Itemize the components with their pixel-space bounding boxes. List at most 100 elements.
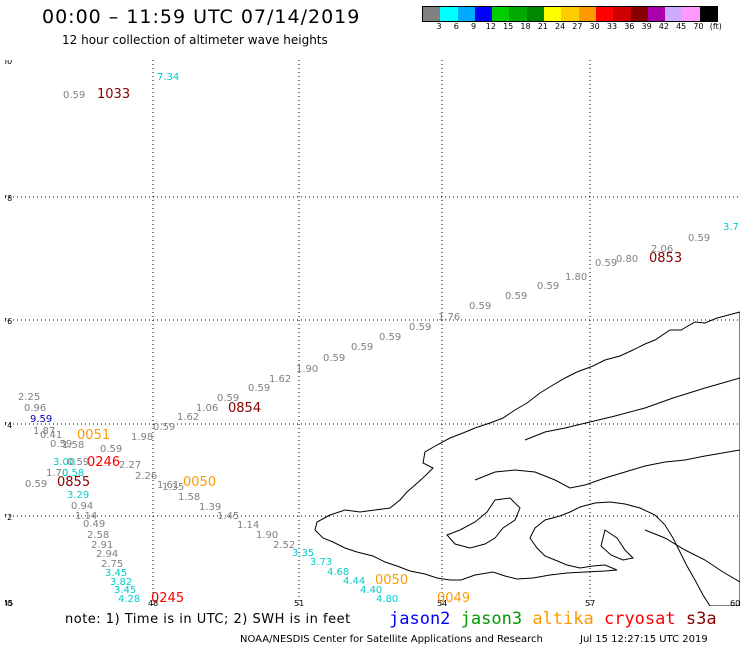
wave-height-value: 0.59 — [379, 332, 401, 343]
wave-height-value: 3.29 — [67, 490, 89, 501]
pass-time-label: 0853 — [649, 251, 682, 266]
wave-height-value: 2.06 — [651, 244, 673, 255]
color-scale-tick-label: 42 — [658, 22, 669, 31]
pass-time-label: 0051 — [77, 428, 110, 443]
wave-height-value: 1.35 — [162, 482, 184, 493]
wave-height-value: 1.39 — [199, 502, 221, 513]
wave-height-value: 0.59 — [505, 291, 527, 302]
fjord-outline-1 — [524, 377, 740, 441]
wave-height-value: 1.90 — [256, 530, 278, 541]
color-swatch — [509, 7, 527, 21]
latitude-label: 74 — [5, 421, 12, 430]
wave-height-value: 0.59 — [688, 233, 710, 244]
greenland-coastline — [314, 311, 740, 607]
fjord-outline-5 — [600, 529, 635, 561]
latitude-label: 70 — [5, 599, 12, 606]
satellite-legend-item: altika — [532, 609, 604, 629]
color-swatch — [699, 7, 718, 21]
wave-height-value: 0.59 — [63, 90, 85, 101]
wave-height-value: 1.45 — [217, 511, 239, 522]
pass-time-label: 0049 — [437, 591, 470, 606]
color-swatch — [526, 7, 545, 21]
longitude-label: 60 — [730, 599, 740, 606]
color-swatch — [440, 7, 458, 21]
wave-height-value: 0.59 — [351, 342, 373, 353]
wave-height-value: 1.58 — [62, 440, 84, 451]
pass-time-label: 0050 — [183, 475, 216, 490]
color-scale-tick-label: 39 — [641, 22, 652, 31]
latitude-label: 80 — [5, 60, 12, 66]
timestamp-text: Jul 15 12:27:15 UTC 2019 — [580, 634, 708, 645]
wave-height-value: 3.45 — [105, 568, 127, 579]
longitude-label: 54 — [437, 599, 447, 606]
graticule — [5, 60, 740, 606]
color-swatch — [613, 7, 631, 21]
color-scale-tick-label: 45 — [676, 22, 687, 31]
wave-height-value: 1.14 — [237, 520, 259, 531]
wave-height-value: 3.73 — [310, 557, 332, 568]
color-swatch — [423, 7, 441, 21]
map-subtitle: 12 hour collection of altimeter wave hei… — [62, 33, 328, 47]
color-scale-tick-label: 33 — [606, 22, 618, 31]
wave-height-value: 0.59 — [537, 281, 559, 292]
satellite-legend-item: jason2 — [389, 609, 461, 629]
wave-height-value: 0.96 — [24, 403, 46, 414]
wave-height-value: 4.28 — [118, 594, 140, 605]
latitude-label: 76 — [5, 317, 12, 326]
wave-height-value: 0.59 — [217, 393, 239, 404]
wave-height-value: 0.59 — [100, 444, 122, 455]
wave-height-value: 0.59 — [67, 457, 89, 468]
map-labels: 80 78 76 74 72 7045 48 51 54 57 60 1033 0854 0853 0855… — [2, 57, 740, 608]
fjord-outline-2 — [474, 449, 740, 489]
color-swatch — [665, 7, 683, 21]
wave-height-value: 3.82 — [110, 577, 132, 588]
pass-time-label: 0855 — [57, 475, 90, 490]
wave-height-value: 1.90 — [296, 364, 318, 375]
color-swatch — [544, 7, 562, 21]
wave-height-value: 4.80 — [376, 594, 398, 605]
wave-height-value: 0.59 — [469, 301, 491, 312]
fjord-outline-3 — [446, 497, 521, 549]
wave-height-value: 0.59 — [25, 479, 47, 490]
wave-height-value: 1.87 — [33, 426, 55, 437]
wave-height-value: 1.58 — [178, 492, 200, 503]
color-scale-tick-label: 27 — [572, 22, 583, 31]
wave-height-value: 0.59 — [409, 322, 431, 333]
wave-height-value: 3.00 — [53, 457, 75, 468]
satellite-legend-item: cryosat — [603, 609, 686, 629]
map-canvas: 80 78 76 74 72 7045 48 51 54 57 60 1033 0854 0853 0855… — [2, 57, 740, 608]
longitude-label: 48 — [148, 599, 158, 606]
wave-height-value: 3.35 — [292, 548, 314, 559]
longitude-label: 45 — [5, 599, 13, 606]
wave-height-value: 4.40 — [360, 585, 382, 596]
wave-height-value: 1.62 — [269, 374, 291, 385]
wave-height-value: 1.80 — [565, 272, 587, 283]
color-swatch — [682, 7, 700, 21]
wave-height-value: 9.59 — [30, 414, 52, 425]
credit-text: NOAA/NESDIS Center for Satellite Applica… — [240, 634, 543, 645]
wave-height-value: 3.45 — [114, 585, 136, 596]
wave-height-value: 0.49 — [83, 519, 105, 530]
wave-height-value: 0.80 — [616, 254, 638, 265]
wave-height-value: 0.41 — [40, 430, 62, 441]
satellite-legend-item: s3a — [685, 609, 717, 629]
color-swatch — [457, 7, 475, 21]
color-swatch — [561, 7, 579, 21]
wave-height-value: 2.94 — [96, 549, 118, 560]
wave-height-value: 0.59 — [153, 422, 175, 433]
color-swatch — [578, 7, 596, 21]
pass-time-label: 0854 — [228, 401, 261, 416]
color-scale-tick-label: 18 — [520, 22, 531, 31]
wave-height-value: 0.58 — [62, 468, 84, 479]
color-swatch — [595, 7, 614, 21]
wave-height-value: 2.26 — [135, 471, 157, 482]
map-area: 80 78 76 74 72 7045 48 51 54 57 60 1033 0854 0853 0855… — [2, 57, 740, 608]
color-scale-bar — [422, 6, 719, 22]
satellite-legend: jason2 jason3 altika cryosat s3a — [389, 609, 717, 629]
color-swatch — [647, 7, 666, 21]
wave-height-value: 1.61 — [157, 480, 179, 491]
wave-height-value: 0.59 — [248, 383, 270, 394]
color-swatch — [474, 7, 493, 21]
wave-height-value: 1.62 — [177, 412, 199, 423]
wave-height-value: 0.59 — [50, 439, 72, 450]
